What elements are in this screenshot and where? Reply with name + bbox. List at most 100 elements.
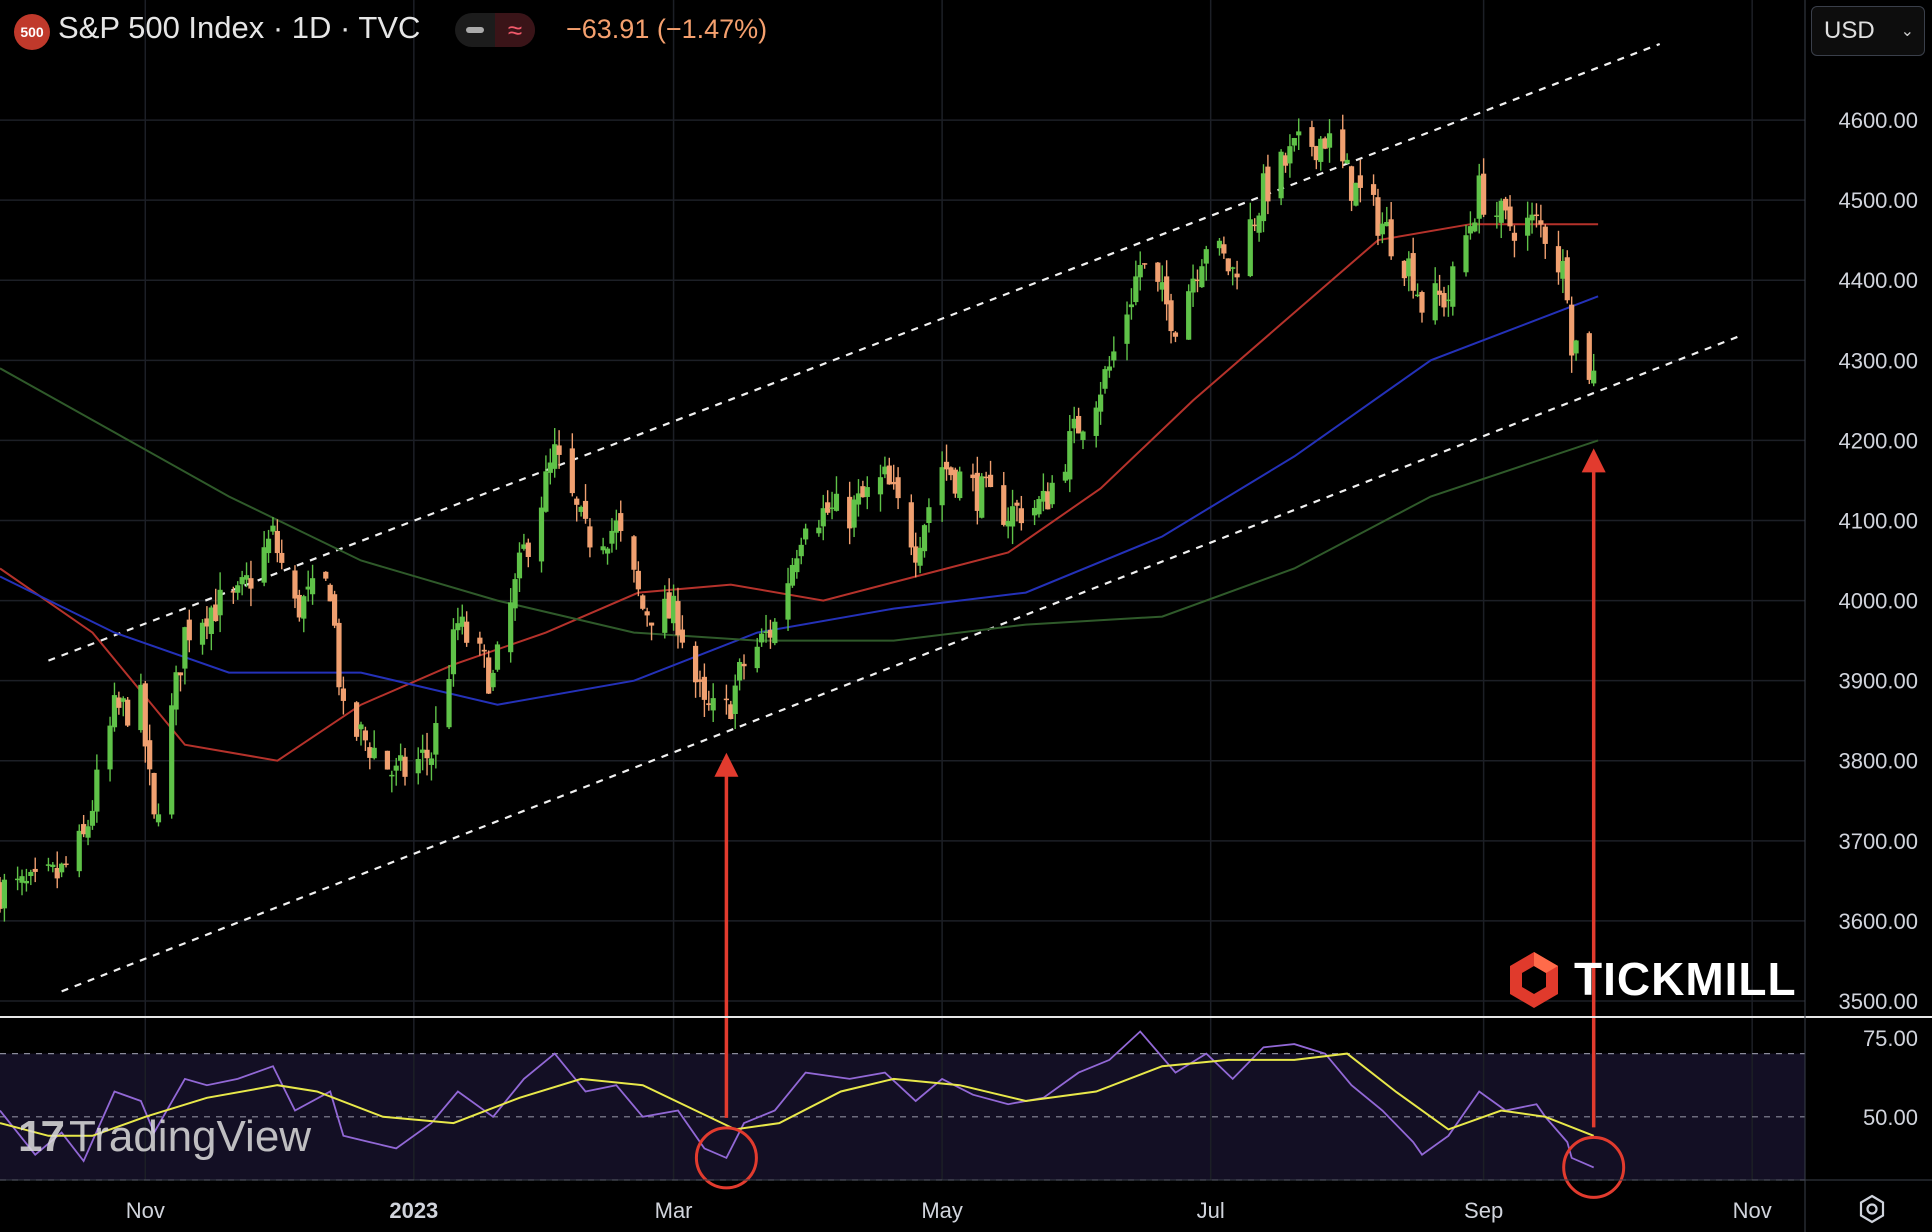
candle-body [362,730,369,741]
candle-body [1538,220,1544,225]
time-axis[interactable]: Nov 2023 Mar May Jul Sep Nov [126,1198,1772,1223]
candle-body [666,592,672,619]
candle-body [331,594,338,626]
candle-body [1203,249,1209,264]
price-tick-label: 4200.00 [1838,428,1918,453]
candle-body [926,507,932,523]
candle-body [464,621,470,643]
candle-body [270,525,276,532]
candle-body [85,826,91,838]
candle-body [89,810,96,826]
candle-body [446,679,452,728]
symbol-title[interactable]: S&P 500 Index · 1D · TVC [58,10,421,45]
candle-body [199,622,206,645]
candle-body [772,621,778,644]
candle-body [864,487,870,497]
candle-body [1098,394,1104,412]
price-tick-label: 3800.00 [1838,749,1918,774]
candle-body [987,474,994,488]
candle-body [895,477,901,499]
candle-body [1401,260,1407,279]
wave-icon[interactable]: ≈ [495,13,535,47]
candle-body [1005,520,1011,527]
candle-body [1260,173,1267,222]
price-axis[interactable]: 3500.00 3600.00 3700.00 3800.00 3900.00 4000.… [1838,108,1918,1014]
price-tick-label: 4100.00 [1838,508,1918,533]
candle-body [710,698,716,711]
candle-body [948,467,954,476]
candle-body [1560,260,1566,279]
annotation-arrow-head [1581,448,1606,473]
candle-body [151,772,157,815]
gear-icon[interactable] [1852,1190,1892,1228]
candle-body [1569,304,1575,356]
candle-body [402,756,408,777]
candle-body [979,476,985,518]
rsi-low-circle [1562,1135,1626,1199]
candle-body [393,765,399,771]
candle-body [274,530,280,554]
candle-body [279,552,285,563]
candle-body [490,672,496,688]
candle-body [125,699,131,726]
candle-body [424,749,430,759]
candle-body [794,558,800,573]
annotation-arrow-head [714,752,739,777]
candle-body [0,882,3,909]
candle-body [798,544,804,557]
ma-100-line [0,295,1599,706]
candle-body [1555,246,1562,273]
candle-body [882,466,888,475]
candle-body [587,526,593,548]
candle-body [552,444,558,469]
candle-body [243,575,250,580]
candle-body [63,863,69,866]
candle-body [323,571,329,579]
candle-body [1344,159,1350,164]
currency-select[interactable]: USD ⌄ [1811,6,1925,56]
candle-body [701,676,707,700]
tradingview-logo-icon: 17 [18,1112,65,1161]
candle-body [1106,366,1113,371]
price-tick-label: 3900.00 [1838,669,1918,694]
candle-body [1093,407,1099,436]
candle-body [1318,138,1324,162]
candle-body [1322,138,1328,149]
candle-body [789,564,796,586]
candle-body [1313,145,1319,161]
candle-body [358,724,364,730]
candle-body [1533,214,1540,217]
candle-body [1410,253,1416,291]
candle-body [1256,215,1262,233]
indicator-pills[interactable]: ≈ [455,13,535,47]
collapse-icon[interactable] [455,13,495,47]
candle-body [336,622,342,688]
candle-body [265,538,272,554]
rsi-ma-line [0,1052,1595,1137]
candle-body [45,864,52,866]
candle-body [111,695,118,728]
candle-body [1379,223,1385,235]
candle-body [173,672,179,710]
time-tick-label: Mar [655,1198,693,1223]
rsi-axis[interactable]: 50.00 75.00 [1863,1026,1918,1130]
candle-body [957,471,963,499]
rsi-tick-label: 75.00 [1863,1026,1918,1051]
candle-body [76,830,82,872]
candle-body [604,548,611,554]
candle-body [613,520,619,533]
channel-lower-line [61,335,1740,993]
candle-body [1190,278,1196,293]
time-tick-label: Nov [1733,1198,1772,1223]
candle-body [32,868,38,872]
candle-body [1062,471,1068,481]
candle-body [1031,507,1038,516]
candle-body [1511,232,1518,241]
tradingview-wordmark: TradingView [68,1112,312,1161]
candle-body [1102,369,1108,389]
candle-body [759,633,765,643]
tickmill-watermark: TICKMILL [1506,952,1797,1006]
candle-body [829,507,835,510]
candle-body [547,462,553,473]
